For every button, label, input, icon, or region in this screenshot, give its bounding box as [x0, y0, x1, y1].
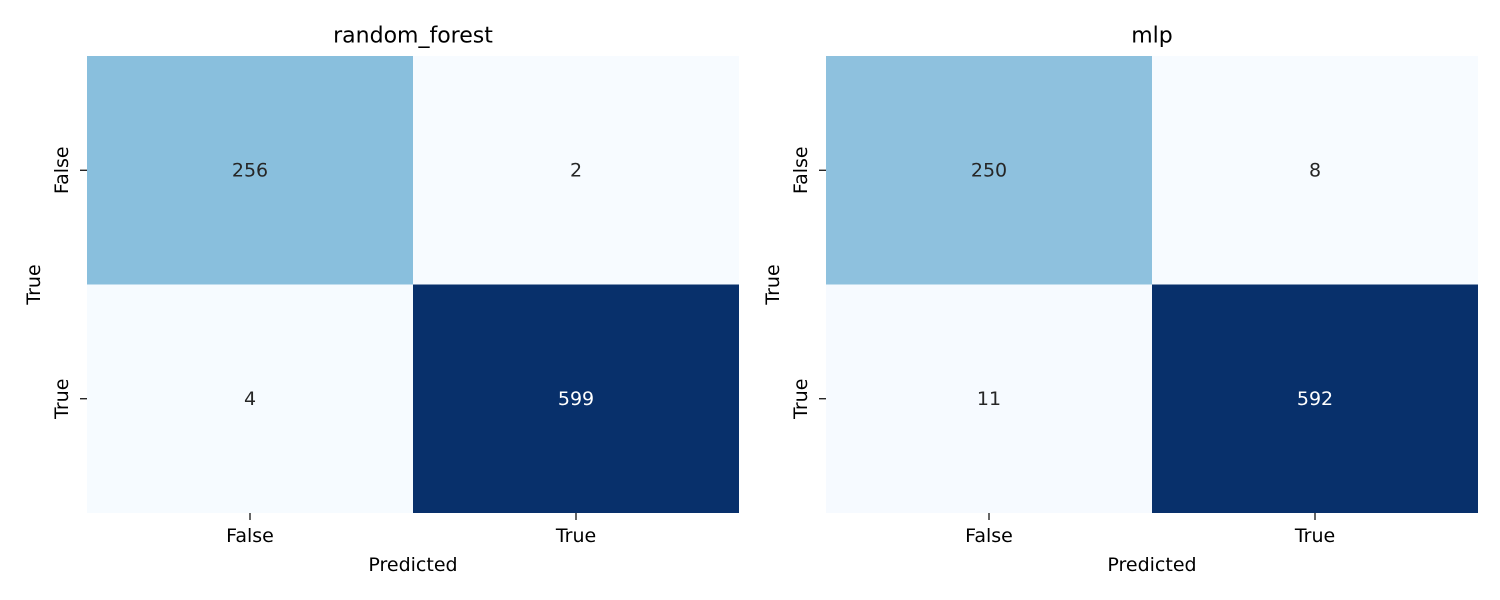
- cell-value-r1-c1: 592: [1297, 388, 1333, 410]
- chart-title: random_forest: [333, 24, 493, 49]
- x-axis-label: Predicted: [368, 554, 457, 576]
- cell-r1-c0: [87, 284, 413, 513]
- cell-r0-c0: [826, 56, 1152, 285]
- cell-r1-c0: [826, 284, 1152, 513]
- y-tick-label-1: True: [51, 379, 73, 420]
- cell-r0-c1: [1152, 56, 1478, 285]
- cell-r0-c0: [87, 56, 413, 285]
- cell-value-r0-c0: 256: [232, 159, 268, 181]
- cell-value-r1-c1: 599: [558, 388, 594, 410]
- cell-r1-c1: [413, 284, 739, 513]
- y-tick-label-0: False: [790, 146, 812, 194]
- x-axis-label: Predicted: [1107, 554, 1196, 576]
- heatmap-panel-2: 250 8 11 592 mlp False True False True Predicted T…: [762, 24, 1478, 576]
- y-axis-label: True: [762, 264, 784, 305]
- cell-value-r1-c0: 4: [244, 388, 256, 410]
- cell-r0-c1: [413, 56, 739, 285]
- heatmap-panel-1: 256 2 4 599 random_forest False True False True P…: [23, 24, 739, 576]
- y-tick-label-0: False: [51, 146, 73, 194]
- cell-r1-c1: [1152, 284, 1478, 513]
- y-tick-label-1: True: [790, 379, 812, 420]
- chart-title: mlp: [1131, 24, 1173, 49]
- cell-value-r1-c0: 11: [977, 388, 1001, 410]
- y-axis-label: True: [23, 264, 45, 305]
- x-tick-label-0: False: [226, 525, 274, 547]
- cell-value-r0-c1: 2: [570, 159, 582, 181]
- x-tick-label-0: False: [965, 525, 1013, 547]
- cell-value-r0-c0: 250: [971, 159, 1007, 181]
- cell-value-r0-c1: 8: [1309, 159, 1321, 181]
- x-tick-label-1: True: [1294, 525, 1335, 547]
- x-tick-label-1: True: [555, 525, 596, 547]
